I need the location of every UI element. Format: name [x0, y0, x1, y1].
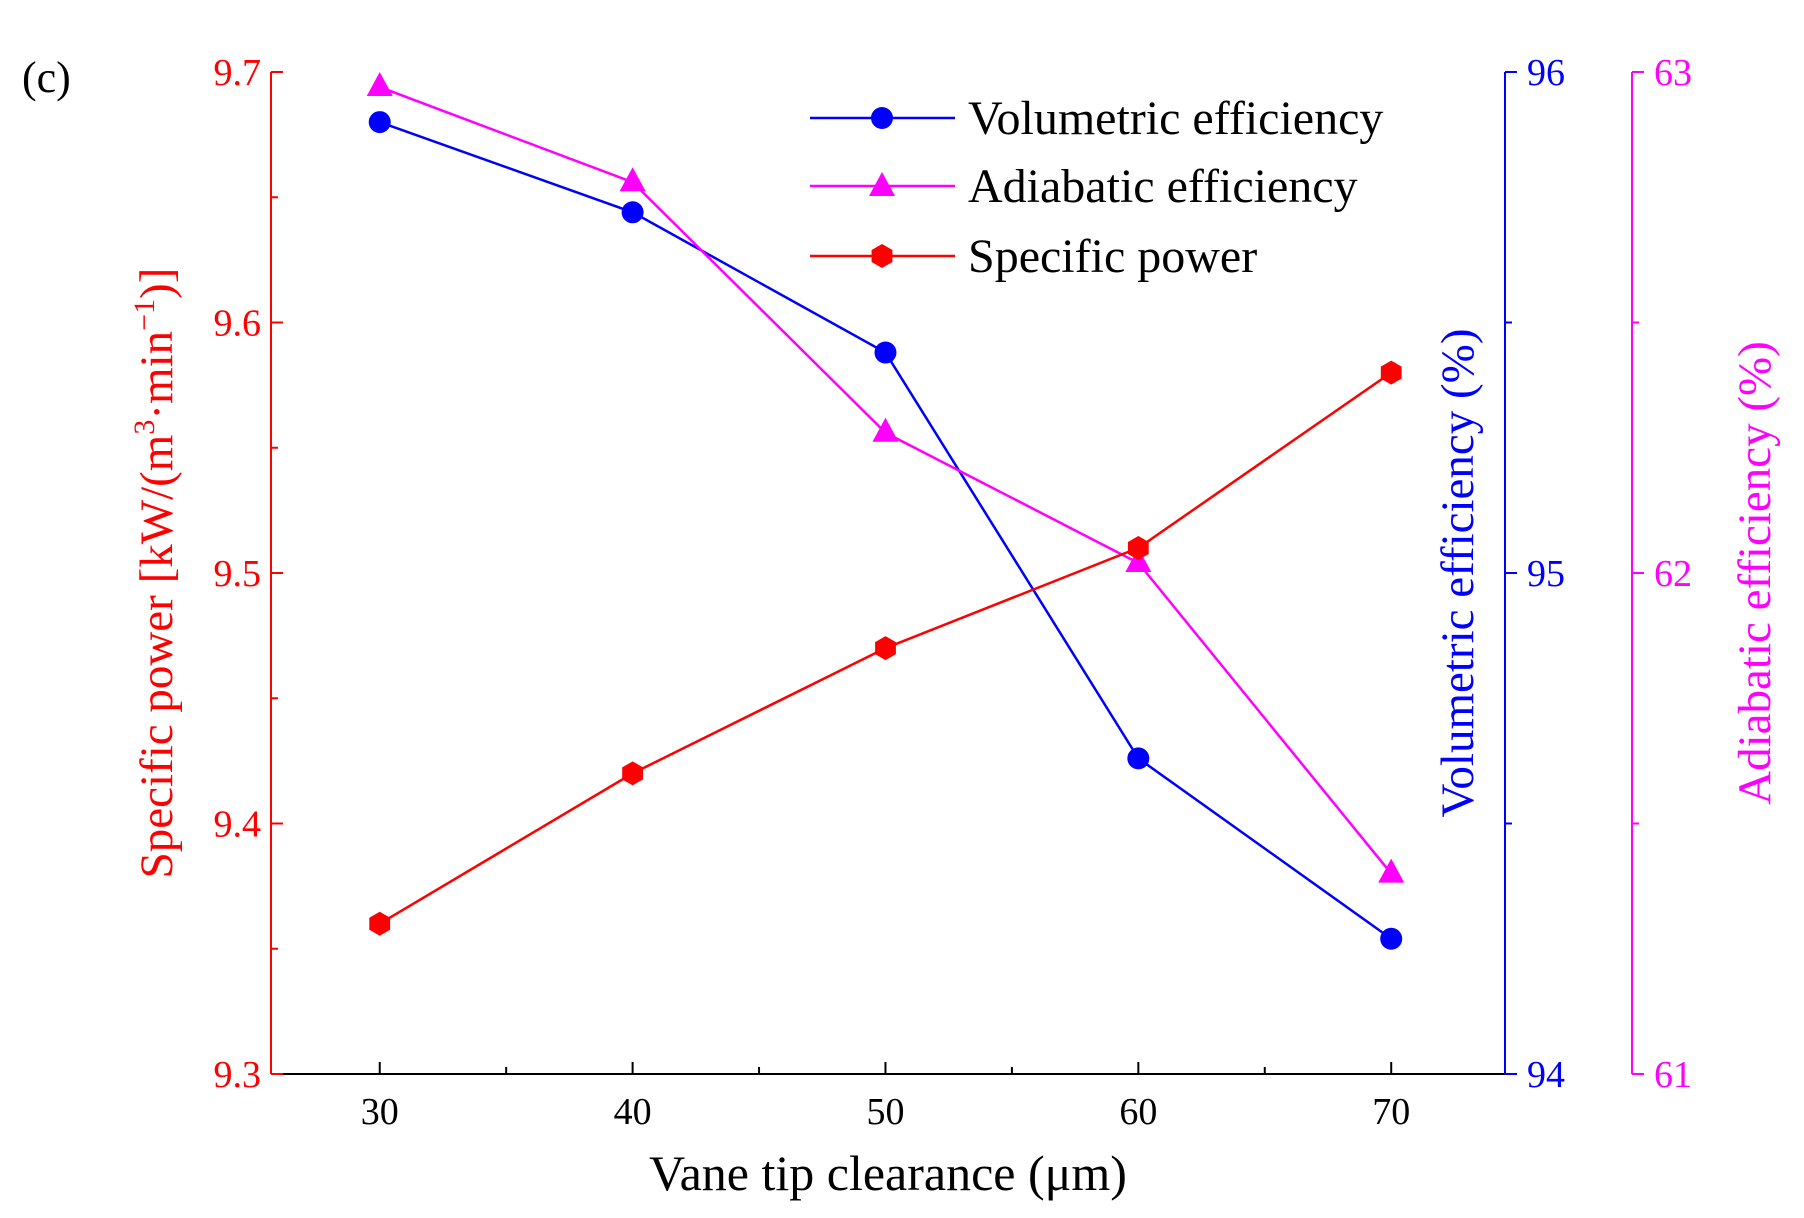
x-tick-label: 60	[1119, 1091, 1157, 1133]
legend-label-adiabatic: Adiabatic efficiency	[968, 160, 1358, 213]
panel-label: (c)	[22, 53, 71, 102]
point-adiabatic-efficiency	[366, 72, 393, 97]
point-adiabatic-efficiency	[1125, 547, 1152, 572]
legend-entry-specific-power: Specific power	[810, 230, 1257, 283]
legend-entry-adiabatic: Adiabatic efficiency	[810, 160, 1358, 213]
point-adiabatic-efficiency	[872, 417, 899, 442]
left-label-end: )]	[131, 268, 183, 299]
left-axis-label: Specific power [kW/(m3·min−1)]	[128, 268, 183, 879]
left-label-mid: ·min	[131, 331, 183, 420]
point-adiabatic-efficiency	[1378, 858, 1405, 883]
x-tick-label: 70	[1372, 1091, 1410, 1133]
point-specific-power	[622, 761, 643, 786]
right1-tick-label: 94	[1527, 1054, 1565, 1096]
point-specific-power	[1380, 360, 1402, 385]
point-specific-power	[1127, 536, 1149, 560]
legend-marker-adiabatic	[869, 172, 895, 196]
left-tick-label: 9.7	[214, 52, 262, 94]
right2-tick-label: 62	[1654, 553, 1692, 595]
axis-ticks: 30 40 50 60 70 9.3 9.4 9.5 9.6 9.7 94 95 96 61 62 63	[214, 52, 1693, 1133]
legend-marker-specific-power	[871, 244, 893, 268]
legend: Volumetric efficiency Adiabatic efficien…	[810, 92, 1383, 283]
point-volumetric-efficiency	[368, 111, 391, 134]
left-tick-label: 9.5	[214, 553, 262, 595]
right2-tick-label: 63	[1654, 52, 1692, 94]
right1-tick-label: 96	[1527, 52, 1565, 94]
right2-tick-label: 61	[1654, 1054, 1692, 1096]
point-volumetric-efficiency	[874, 341, 897, 364]
point-volumetric-efficiency	[621, 201, 644, 224]
left-label-main: Specific power [kW/(m	[131, 435, 183, 879]
x-tick-label: 40	[614, 1091, 652, 1133]
legend-label-specific-power: Specific power	[968, 230, 1257, 283]
legend-marker-volumetric	[871, 107, 893, 129]
x-axis-label: Vane tip clearance (μm)	[649, 1145, 1127, 1201]
x-tick-label: 50	[866, 1091, 904, 1133]
left-label-sup1: 3	[128, 420, 161, 435]
point-volumetric-efficiency	[1380, 927, 1403, 950]
right1-axis-label: Volumetric efficiency (%)	[1432, 329, 1484, 818]
right2-axis-label: Adiabatic efficiency (%)	[1729, 341, 1781, 805]
x-tick-label: 30	[361, 1091, 399, 1133]
legend-label-volumetric: Volumetric efficiency	[968, 92, 1383, 145]
left-label-sup2: −1	[128, 299, 161, 331]
legend-entry-volumetric: Volumetric efficiency	[810, 92, 1383, 145]
right1-tick-label: 95	[1527, 553, 1565, 595]
left-tick-label: 9.3	[214, 1054, 262, 1096]
left-tick-label: 9.6	[214, 303, 262, 345]
point-volumetric-efficiency	[1127, 747, 1150, 770]
point-specific-power	[875, 636, 896, 661]
point-specific-power	[369, 911, 391, 936]
point-adiabatic-efficiency	[619, 167, 646, 192]
series-layer	[366, 72, 1405, 950]
left-tick-label: 9.4	[214, 804, 262, 846]
